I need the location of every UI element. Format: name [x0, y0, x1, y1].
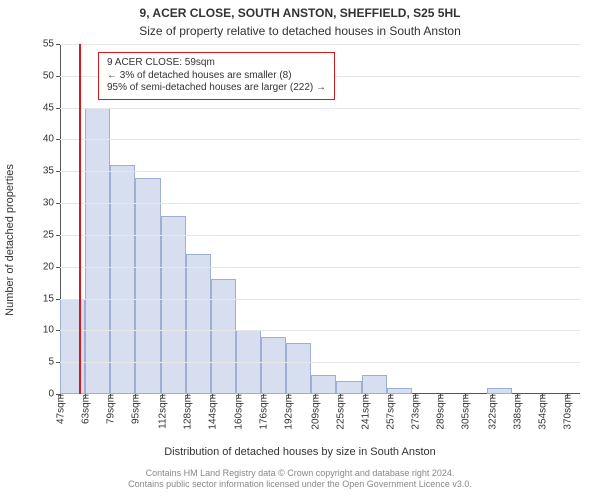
- x-tick-label: 79sqm: [104, 394, 117, 424]
- bar: [261, 337, 286, 394]
- y-tick-label: 50: [43, 70, 60, 81]
- reference-line-mark: [79, 44, 81, 394]
- x-tick-label: 95sqm: [129, 394, 142, 424]
- footer-line1: Contains HM Land Registry data © Crown c…: [0, 468, 600, 479]
- x-tick-label: 160sqm: [231, 394, 244, 430]
- gridline: [60, 235, 580, 236]
- gridline: [60, 139, 580, 140]
- y-axis-label: Number of detached properties: [4, 164, 16, 316]
- x-tick-label: 225sqm: [333, 394, 346, 430]
- annotation-line2: ← 3% of detached houses are smaller (8): [107, 70, 326, 83]
- annotation-line1: 9 ACER CLOSE: 59sqm: [107, 57, 326, 70]
- x-tick-label: 322sqm: [486, 394, 499, 430]
- bar: [311, 375, 336, 394]
- x-tick-label: 370sqm: [561, 394, 574, 430]
- y-tick-label: 25: [43, 229, 60, 240]
- chart-container: 9, ACER CLOSE, SOUTH ANSTON, SHEFFIELD, …: [0, 0, 600, 500]
- x-tick-label: 241sqm: [358, 394, 371, 430]
- y-tick-label: 5: [48, 357, 60, 368]
- y-tick-label: 20: [43, 261, 60, 272]
- gridline: [60, 267, 580, 268]
- x-tick-label: 192sqm: [281, 394, 294, 430]
- y-tick-label: 55: [43, 39, 60, 50]
- x-tick-label: 112sqm: [156, 394, 169, 429]
- y-tick-label: 10: [43, 325, 60, 336]
- gridline: [60, 299, 580, 300]
- bar: [186, 254, 211, 394]
- x-tick-label: 338sqm: [511, 394, 524, 430]
- gridline: [60, 330, 580, 331]
- x-tick-label: 305sqm: [459, 394, 472, 430]
- bar: [110, 165, 135, 394]
- gridline: [60, 203, 580, 204]
- gridline: [60, 44, 580, 45]
- x-tick-label: 144sqm: [206, 394, 219, 430]
- chart-title-line1: 9, ACER CLOSE, SOUTH ANSTON, SHEFFIELD, …: [0, 6, 600, 20]
- annotation-line3: 95% of semi-detached houses are larger (…: [107, 82, 326, 95]
- y-tick-label: 30: [43, 198, 60, 209]
- gridline: [60, 108, 580, 109]
- y-tick-label: 40: [43, 134, 60, 145]
- x-tick-label: 289sqm: [434, 394, 447, 430]
- x-tick-label: 63sqm: [79, 394, 92, 424]
- x-tick-label: 176sqm: [256, 394, 269, 430]
- bar: [161, 216, 186, 394]
- bar: [85, 108, 110, 394]
- y-tick-label: 15: [43, 293, 60, 304]
- annotation-box: 9 ACER CLOSE: 59sqm ← 3% of detached hou…: [98, 52, 335, 100]
- bar: [286, 343, 311, 394]
- x-tick-label: 354sqm: [536, 394, 549, 430]
- footer-line2: Contains public sector information licen…: [0, 479, 600, 490]
- x-axis-label: Distribution of detached houses by size …: [0, 446, 600, 458]
- gridline: [60, 171, 580, 172]
- x-tick-label: 47sqm: [54, 394, 67, 424]
- gridline: [60, 362, 580, 363]
- y-tick-label: 45: [43, 102, 60, 113]
- plot-area: 0510152025303540455055 47sqm63sqm79sqm95…: [60, 44, 580, 394]
- x-tick-label: 273sqm: [409, 394, 422, 430]
- bar: [362, 375, 387, 394]
- x-tick-label: 257sqm: [383, 394, 396, 430]
- chart-title-line2: Size of property relative to detached ho…: [0, 24, 600, 38]
- footer: Contains HM Land Registry data © Crown c…: [0, 468, 600, 490]
- bar: [336, 381, 361, 394]
- y-tick-label: 35: [43, 166, 60, 177]
- x-tick-label: 209sqm: [308, 394, 321, 430]
- x-tick-label: 128sqm: [181, 394, 194, 430]
- bar: [60, 299, 85, 394]
- bar: [211, 279, 236, 394]
